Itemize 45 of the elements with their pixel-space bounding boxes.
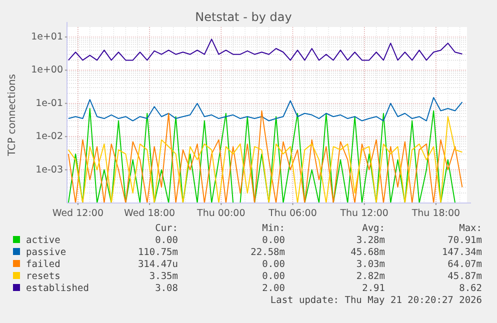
text: 3.35m xyxy=(149,271,178,282)
text: 2.82m xyxy=(356,271,386,282)
text: Min: xyxy=(262,223,285,234)
line-series xyxy=(68,97,463,122)
text: 110.75m xyxy=(138,247,178,258)
text: 0.00 xyxy=(262,235,286,246)
text: 147.34m xyxy=(442,247,482,258)
chart-title: Netstat - by day xyxy=(195,10,292,24)
legend-label: established xyxy=(26,283,89,294)
text: 45.68m xyxy=(350,247,386,258)
x-tick-label: Wed 12:00 xyxy=(52,208,104,219)
x-tick-label: Thu 06:00 xyxy=(268,208,317,219)
text: Avg: xyxy=(362,223,385,234)
text: Cur: xyxy=(155,223,178,234)
text: 2.91 xyxy=(362,283,386,294)
legend-label: resets xyxy=(26,271,60,282)
y-tick-label: 1e+01 xyxy=(31,31,63,42)
y-axis-title: TCP connections xyxy=(7,74,18,158)
text: 70.91m xyxy=(448,235,482,246)
text: 0.00 xyxy=(262,271,286,282)
y-tick-label: 1e+00 xyxy=(31,64,63,76)
text: 2.00 xyxy=(262,283,286,294)
text: 314.47u xyxy=(138,259,178,270)
legend-label: failed xyxy=(26,259,60,270)
x-tick-label: Thu 00:00 xyxy=(196,208,246,219)
text: 3.08 xyxy=(155,283,178,294)
y-tick-label: 1e-02 xyxy=(36,131,63,142)
text: Max: xyxy=(459,223,482,234)
text: 3.28m xyxy=(356,235,386,246)
legend-label: active xyxy=(26,235,61,246)
x-tick-label: Wed 18:00 xyxy=(124,208,176,219)
text: 3.03m xyxy=(356,259,386,270)
y-tick-label: 1e-01 xyxy=(36,98,63,109)
x-tick-label: Thu 18:00 xyxy=(410,208,460,219)
y-tick-label: 1e-03 xyxy=(36,164,63,176)
text: 0.00 xyxy=(262,259,286,270)
text: 0.00 xyxy=(155,235,178,246)
text: 45.87m xyxy=(448,271,482,282)
text: 22.58m xyxy=(250,247,286,258)
text: 64.07m xyxy=(448,259,482,270)
text: Last update: Thu May 21 20:20:27 2026 xyxy=(270,295,482,306)
x-tick-label: Thu 12:00 xyxy=(339,208,388,219)
text: 8.62 xyxy=(459,283,482,294)
line-series xyxy=(68,38,463,61)
legend-label: passive xyxy=(26,247,66,258)
